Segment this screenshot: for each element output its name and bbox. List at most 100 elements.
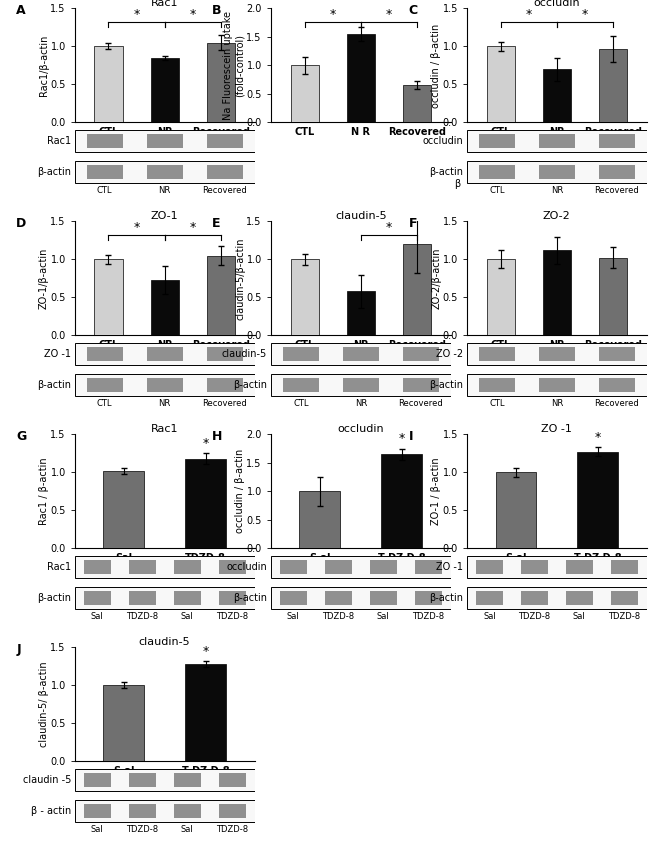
Bar xyxy=(543,251,571,335)
Text: β-actin: β-actin xyxy=(429,167,463,177)
Bar xyxy=(467,343,647,365)
Bar xyxy=(346,34,375,122)
Bar xyxy=(403,378,439,392)
Text: *: * xyxy=(526,8,532,21)
Text: Sal: Sal xyxy=(287,612,300,621)
Bar xyxy=(86,134,123,148)
Bar xyxy=(479,347,515,360)
Bar xyxy=(147,134,183,148)
Bar xyxy=(343,347,379,360)
Bar xyxy=(566,592,593,605)
Text: *: * xyxy=(190,8,196,21)
Bar xyxy=(543,69,571,122)
Y-axis label: occludin / β-actin: occludin / β-actin xyxy=(235,449,245,533)
Text: NR: NR xyxy=(159,399,171,408)
Text: β-actin: β-actin xyxy=(37,380,71,390)
Text: *: * xyxy=(190,221,196,234)
Y-axis label: Rac1/β-actin: Rac1/β-actin xyxy=(39,35,49,96)
Bar xyxy=(611,592,638,605)
Bar xyxy=(467,555,647,578)
Text: C: C xyxy=(408,4,417,17)
Text: NR: NR xyxy=(355,399,367,408)
Bar xyxy=(611,560,638,574)
Bar xyxy=(94,46,122,122)
Bar xyxy=(467,161,647,183)
Bar xyxy=(280,592,307,605)
Text: β-actin: β-actin xyxy=(429,380,463,390)
Bar xyxy=(479,134,515,148)
Bar xyxy=(403,244,431,335)
Text: B: B xyxy=(213,4,222,17)
Bar xyxy=(487,46,515,122)
Bar xyxy=(129,804,155,818)
Bar xyxy=(207,347,242,360)
Bar xyxy=(291,259,318,335)
Bar xyxy=(325,560,352,574)
Bar xyxy=(599,49,627,122)
Bar xyxy=(271,555,450,578)
Bar xyxy=(174,560,201,574)
Text: CTL: CTL xyxy=(293,399,309,408)
Bar xyxy=(476,560,503,574)
Text: claudin -5: claudin -5 xyxy=(23,775,71,785)
Title: occludin: occludin xyxy=(534,0,580,8)
Text: I: I xyxy=(408,430,413,443)
Bar xyxy=(185,664,226,761)
Bar xyxy=(86,165,123,179)
Bar xyxy=(566,560,593,574)
Bar xyxy=(75,130,255,152)
Text: *: * xyxy=(385,8,392,21)
Y-axis label: claudin-5/ β-actin: claudin-5/ β-actin xyxy=(39,662,49,747)
Title: ZO -1: ZO -1 xyxy=(541,424,572,434)
Bar xyxy=(147,165,183,179)
Bar xyxy=(346,291,375,335)
Title: Rac1: Rac1 xyxy=(151,0,178,8)
Text: CTL: CTL xyxy=(97,187,112,195)
Text: Recovered: Recovered xyxy=(202,187,247,195)
Text: β-actin: β-actin xyxy=(37,593,71,603)
Text: *: * xyxy=(133,221,140,234)
Text: *: * xyxy=(398,432,405,445)
Text: TDZD-8: TDZD-8 xyxy=(216,612,248,621)
Text: β-actin: β-actin xyxy=(233,380,267,390)
Text: ZO -1: ZO -1 xyxy=(44,349,71,359)
Text: β-actin: β-actin xyxy=(233,593,267,603)
Bar xyxy=(283,378,318,392)
Bar xyxy=(147,378,183,392)
Bar xyxy=(577,452,618,549)
Bar xyxy=(415,560,442,574)
Bar xyxy=(207,42,235,122)
Text: ZO -2: ZO -2 xyxy=(436,349,463,359)
Bar xyxy=(521,560,548,574)
Bar xyxy=(415,592,442,605)
Text: TDZD-8: TDZD-8 xyxy=(126,612,158,621)
Text: *: * xyxy=(133,8,140,21)
Text: β - actin: β - actin xyxy=(31,806,71,816)
Y-axis label: ZO-2/β-actin: ZO-2/β-actin xyxy=(431,247,441,309)
Bar xyxy=(280,560,307,574)
Text: Recovered: Recovered xyxy=(594,399,639,408)
Bar xyxy=(84,804,111,818)
Bar xyxy=(174,804,201,818)
Title: ZO-2: ZO-2 xyxy=(543,211,571,220)
Text: TDZD-8: TDZD-8 xyxy=(322,612,354,621)
Text: TDZD-8: TDZD-8 xyxy=(126,825,158,834)
Bar xyxy=(94,259,122,335)
Bar xyxy=(370,592,396,605)
Text: Sal: Sal xyxy=(91,825,103,834)
Bar xyxy=(521,592,548,605)
Title: Rac1: Rac1 xyxy=(151,424,178,434)
Bar xyxy=(271,374,450,396)
Bar xyxy=(479,165,515,179)
Bar xyxy=(75,555,255,578)
Y-axis label: claudin-5/β-actin: claudin-5/β-actin xyxy=(235,237,245,320)
Bar xyxy=(218,804,246,818)
Text: Sal: Sal xyxy=(91,612,103,621)
Bar xyxy=(84,773,111,787)
Bar xyxy=(151,57,179,122)
Bar xyxy=(291,65,318,122)
Bar xyxy=(207,378,242,392)
Title: occludin: occludin xyxy=(337,424,384,434)
Text: NR: NR xyxy=(159,187,171,195)
Text: TDZD-8: TDZD-8 xyxy=(608,612,640,621)
